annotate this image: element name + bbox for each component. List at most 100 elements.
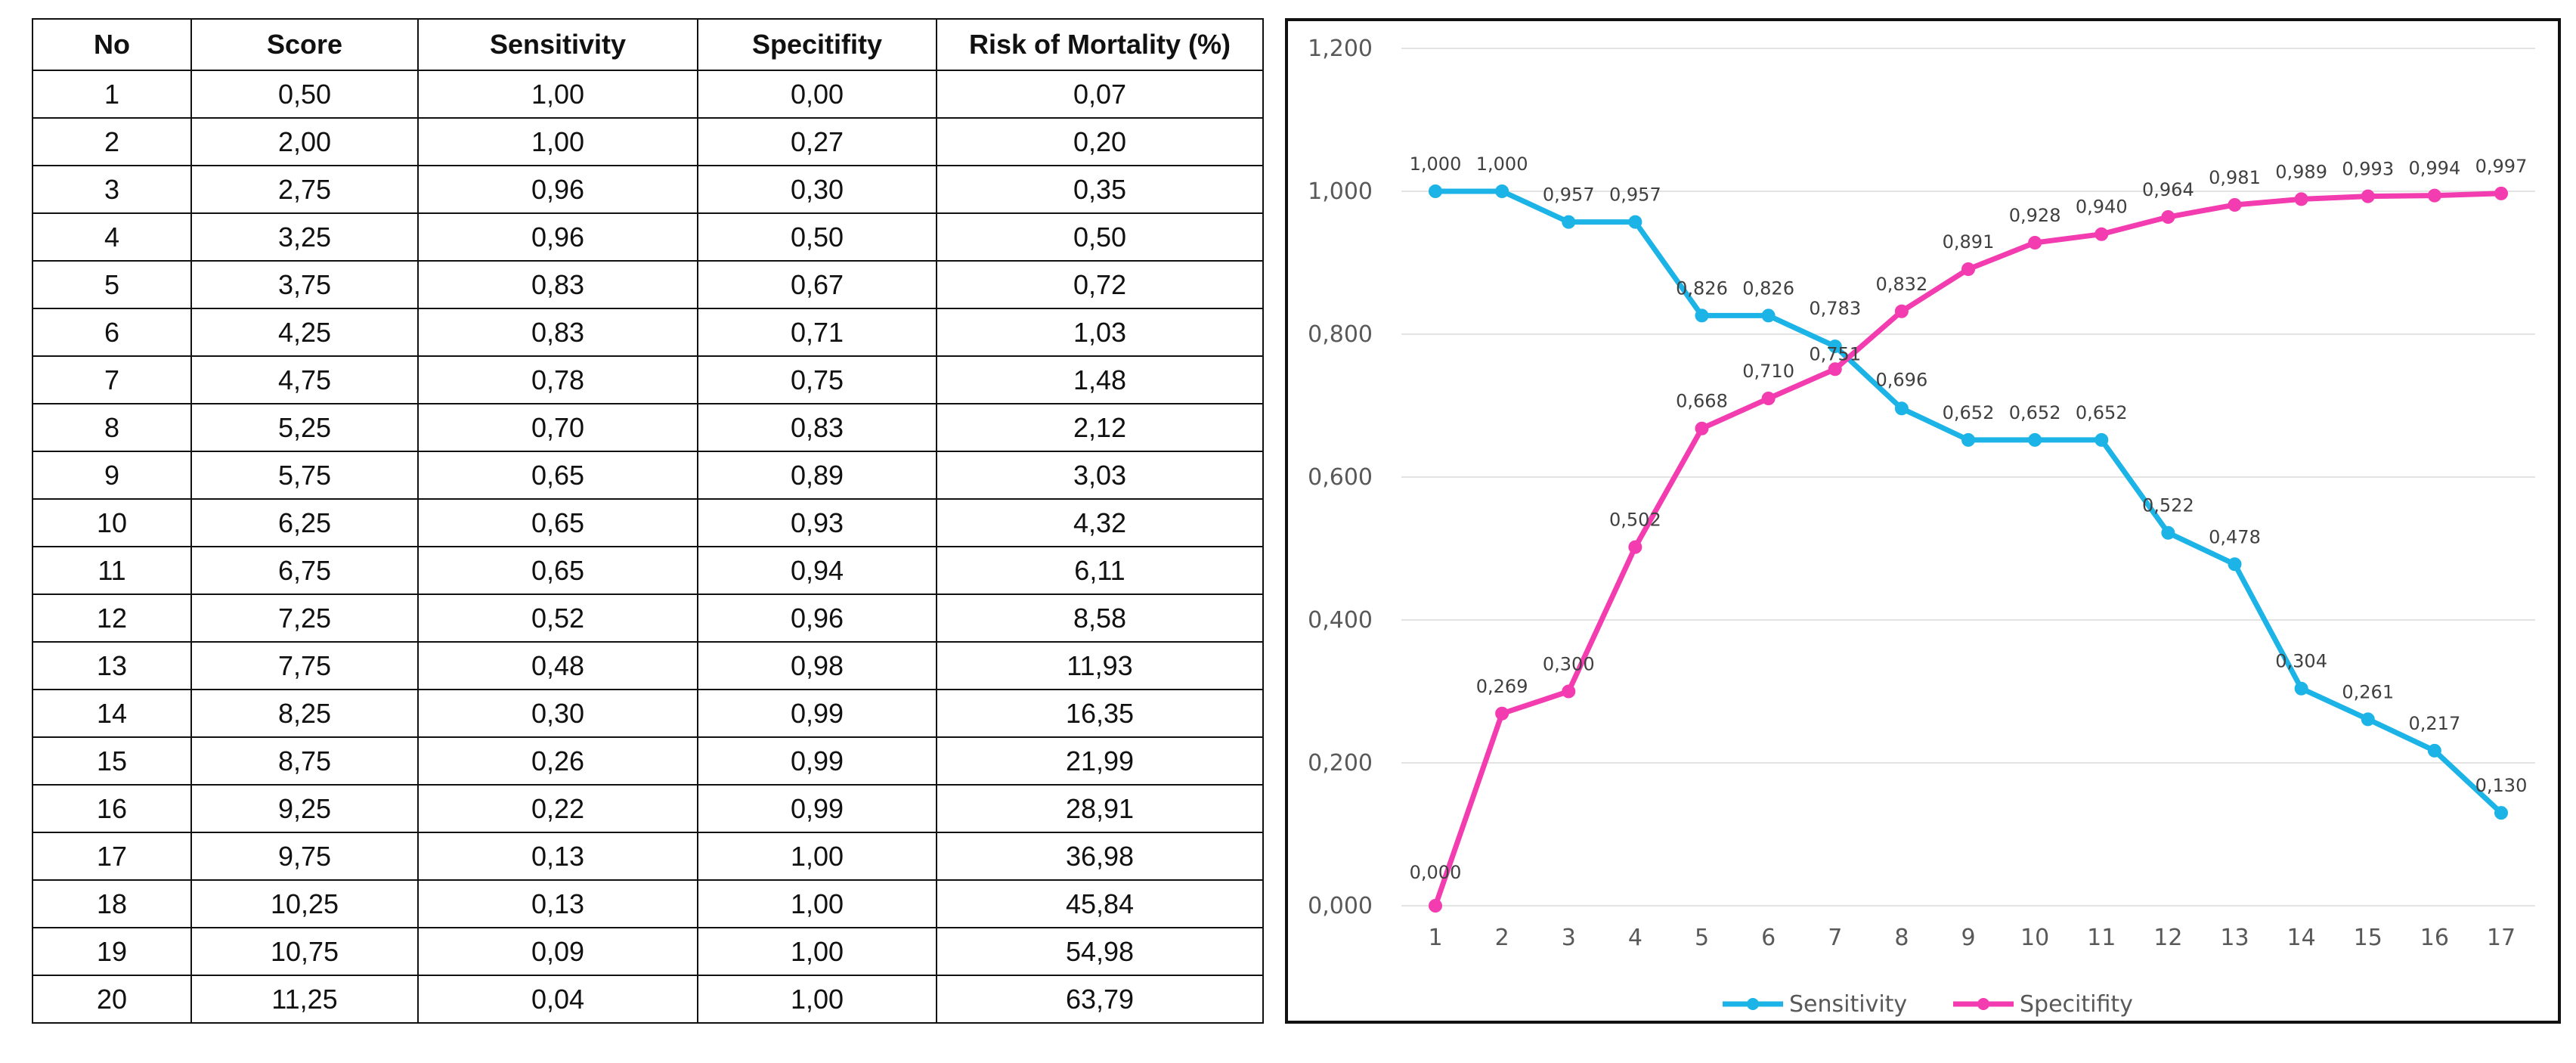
cell-risk: 1,48 (936, 355, 1264, 404)
cell-specitifity: 0,75 (697, 355, 937, 404)
data-label-sensitivity: 0,130 (2475, 775, 2528, 796)
cell-sensitivity: 1,00 (417, 70, 698, 119)
cell-no: 15 (32, 736, 192, 786)
data-point-sensitivity (2095, 432, 2109, 447)
table-row: 11 6,75 0,65 0,94 6,11 (32, 546, 1264, 595)
x-tick-label: 6 (1761, 925, 1776, 951)
x-tick-label: 17 (2487, 925, 2516, 951)
data-point-sensitivity (1429, 184, 1442, 198)
cell-sensitivity: 0,78 (417, 355, 698, 404)
header-score: Score (190, 18, 419, 71)
cell-specitifity: 0,93 (697, 498, 937, 547)
table-row: 3 2,75 0,96 0,30 0,35 (32, 165, 1264, 214)
cell-specitifity: 0,00 (697, 70, 937, 119)
cell-no: 6 (32, 308, 192, 357)
table-row: 7 4,75 0,78 0,75 1,48 (32, 355, 1264, 404)
cell-sensitivity: 0,13 (417, 879, 698, 928)
data-label-sensitivity: 0,652 (2009, 402, 2061, 423)
data-point-sensitivity (2161, 525, 2175, 540)
cell-no: 12 (32, 593, 192, 643)
data-label-specitifity: 0,000 (1410, 862, 1462, 883)
cell-score: 6,25 (190, 498, 419, 547)
data-label-specitifity: 0,993 (2342, 159, 2394, 180)
data-point-specitifity (1761, 392, 1776, 406)
table-row: 1 0,50 1,00 0,00 0,07 (32, 70, 1264, 119)
x-tick-label: 4 (1628, 925, 1643, 951)
cell-no: 5 (32, 260, 192, 309)
cell-score: 3,25 (190, 212, 419, 262)
data-label-sensitivity: 0,783 (1809, 298, 1861, 319)
x-tick-label: 16 (2420, 925, 2449, 951)
cell-no: 10 (32, 498, 192, 547)
data-point-sensitivity (2494, 806, 2508, 820)
cell-specitifity: 0,99 (697, 689, 937, 738)
legend-label-specitifity: Specitifity (2020, 991, 2133, 1018)
cell-score: 2,00 (190, 117, 419, 166)
score-table: No Score Sensitivity Specitifity Risk of… (32, 18, 1264, 1024)
cell-no: 17 (32, 832, 192, 881)
cell-specitifity: 0,71 (697, 308, 937, 357)
cell-specitifity: 0,99 (697, 784, 937, 833)
cell-risk: 63,79 (936, 975, 1264, 1024)
cell-no: 3 (32, 165, 192, 214)
cell-no: 13 (32, 641, 192, 690)
cell-risk: 1,03 (936, 308, 1264, 357)
cell-no: 4 (32, 212, 192, 262)
cell-score: 4,75 (190, 355, 419, 404)
cell-risk: 0,07 (936, 70, 1264, 119)
cell-specitifity: 1,00 (697, 832, 937, 881)
x-tick-label: 10 (2020, 925, 2049, 951)
x-tick-label: 5 (1695, 925, 1709, 951)
cell-risk: 21,99 (936, 736, 1264, 786)
y-tick-label: 0,000 (1308, 893, 1373, 919)
cell-specitifity: 0,27 (697, 117, 937, 166)
table-row: 18 10,25 0,13 1,00 45,84 (32, 879, 1264, 928)
cell-score: 5,75 (190, 451, 419, 500)
cell-no: 7 (32, 355, 192, 404)
data-point-specitifity (2028, 236, 2042, 250)
x-tick-label: 9 (1961, 925, 1975, 951)
cell-sensitivity: 1,00 (417, 117, 698, 166)
table-body: 1 0,50 1,00 0,00 0,07 2 2,00 1,00 0,27 0,20 3 2,75 0… (32, 70, 1264, 1024)
data-point-specitifity (1828, 362, 1842, 377)
data-label-sensitivity: 0,957 (1609, 184, 1661, 206)
cell-sensitivity: 0,83 (417, 308, 698, 357)
cell-risk: 36,98 (936, 832, 1264, 881)
data-point-sensitivity (2294, 681, 2308, 696)
header-sensitivity: Sensitivity (417, 18, 698, 71)
cell-risk: 16,35 (936, 689, 1264, 738)
data-point-specitifity (1495, 706, 1509, 721)
cell-score: 7,75 (190, 641, 419, 690)
cell-risk: 4,32 (936, 498, 1264, 547)
cell-risk: 28,91 (936, 784, 1264, 833)
table-row: 6 4,25 0,83 0,71 1,03 (32, 308, 1264, 357)
data-point-specitifity (2294, 192, 2308, 206)
data-point-sensitivity (2427, 743, 2441, 758)
cell-score: 3,75 (190, 260, 419, 309)
table-row: 9 5,75 0,65 0,89 3,03 (32, 451, 1264, 500)
cell-sensitivity: 0,04 (417, 975, 698, 1024)
y-tick-label: 1,000 (1308, 178, 1373, 205)
chart-panel: 0,000 0,200 0,400 0,600 0,800 1,000 1,200 1 2 3 4 5… (1285, 18, 2561, 1024)
cell-sensitivity: 0,09 (417, 927, 698, 976)
cell-no: 14 (32, 689, 192, 738)
data-label-specitifity: 0,668 (1676, 391, 1728, 412)
cell-score: 10,75 (190, 927, 419, 976)
cell-no: 8 (32, 403, 192, 452)
cell-risk: 45,84 (936, 879, 1264, 928)
data-point-sensitivity (1894, 401, 1909, 416)
cell-score: 2,75 (190, 165, 419, 214)
table-row: 4 3,25 0,96 0,50 0,50 (32, 212, 1264, 262)
data-point-specitifity (1562, 684, 1576, 699)
cell-score: 6,75 (190, 546, 419, 595)
data-label-specitifity: 0,269 (1476, 676, 1528, 697)
table-row: 8 5,25 0,70 0,83 2,12 (32, 403, 1264, 452)
cell-score: 0,50 (190, 70, 419, 119)
data-label-specitifity: 0,989 (2275, 161, 2327, 182)
cell-sensitivity: 0,65 (417, 546, 698, 595)
cell-specitifity: 0,83 (697, 403, 937, 452)
cell-risk: 2,12 (936, 403, 1264, 452)
x-tick-label: 7 (1828, 925, 1842, 951)
cell-specitifity: 1,00 (697, 975, 937, 1024)
cell-score: 9,75 (190, 832, 419, 881)
